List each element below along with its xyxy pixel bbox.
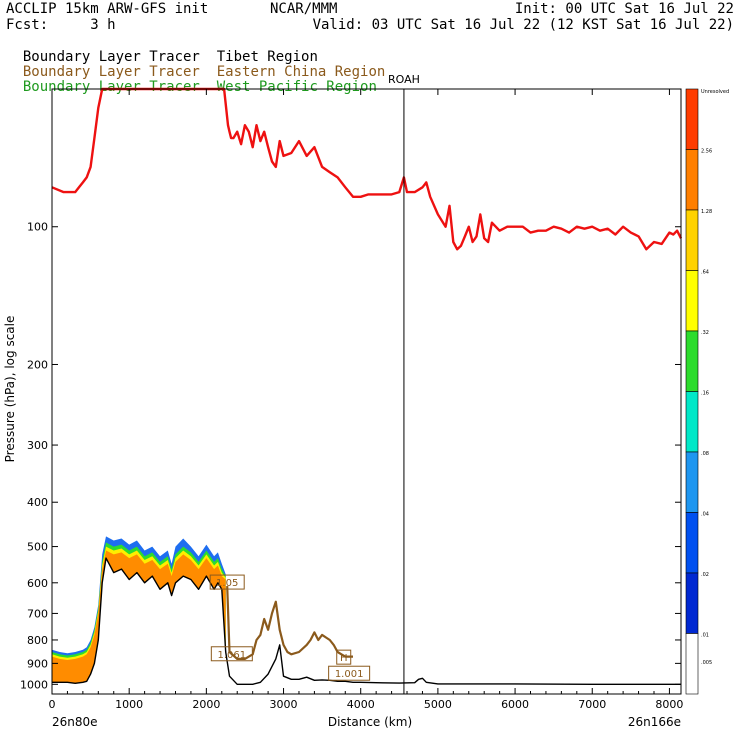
colorbar-label-9: .01	[701, 633, 709, 639]
header-line2-right: Valid: 03 UTC Sat 16 Jul 22 (12 KST Sat …	[312, 17, 734, 33]
legend-tibet-label: Boundary Layer Tracer	[22, 49, 200, 65]
legend-tibet-region: Tibet Region	[216, 49, 318, 65]
annotation-0: 1.05	[216, 578, 238, 589]
header-line1-center: NCAR/MMM	[270, 1, 338, 17]
x-tick-label: 8000	[655, 698, 683, 711]
annotation-3: 1.001	[335, 669, 364, 680]
colorbar-label-3: .64	[701, 270, 709, 276]
colorbar-swatch-7	[685, 512, 699, 574]
plot-frame	[51, 88, 682, 695]
colorbar-swatch-9	[685, 633, 699, 695]
y-tick-label: 200	[27, 358, 48, 371]
x-tick-label: 1000	[115, 698, 143, 711]
y-tick-label: 500	[27, 541, 48, 554]
annotation-box-3	[328, 665, 371, 681]
y-tick-label: 400	[27, 496, 48, 509]
header-line1-right: Init: 00 UTC Sat 16 Jul 22	[514, 1, 734, 17]
series-line-2	[226, 586, 353, 660]
colorbar: Unresolved 2.56 1.28 .64 .32 .16 .08 .04 .02 .01.…	[685, 88, 729, 695]
x-tick-label: 7000	[578, 698, 606, 711]
colorbar-swatch-1	[685, 149, 699, 211]
y-axis-label: Pressure (hPa), log scale	[3, 316, 17, 463]
colorbar-swatch-6	[685, 451, 699, 513]
colorbar-label-8: .02	[701, 572, 709, 578]
header-line2-left: Fcst: 3 h	[6, 17, 116, 33]
x-end-label: 26n166e	[628, 715, 681, 729]
y-tick-label: 600	[27, 577, 48, 590]
colorbar-swatch-0	[685, 88, 699, 150]
annotation-2: H	[340, 653, 348, 664]
colorbar-label-5: .16	[701, 391, 709, 397]
colorbar-swatch-5	[685, 391, 699, 453]
colorbar-label-10: .005	[701, 660, 712, 666]
annotation-box-0	[209, 574, 245, 590]
x-axis-label: Distance (km)	[328, 715, 412, 729]
series-line-0	[51, 87, 683, 251]
x-tick-label: 4000	[347, 698, 375, 711]
colorbar-label-7: .04	[701, 512, 709, 518]
annotations: 1.05 1.061 H 1.001	[209, 574, 371, 681]
legend-west-pacific-region: West Pacific Region	[216, 79, 377, 95]
annotation-box-2	[336, 649, 352, 665]
series-lines	[51, 87, 683, 685]
colorbar-swatch-4	[685, 330, 699, 392]
tracer-layer-1	[52, 550, 226, 684]
colorbar-label-2: 1.28	[701, 209, 712, 215]
legend-west-pacific: Boundary Layer Tracer West Pacific Regio…	[6, 65, 377, 95]
y-tick-label: 900	[27, 657, 48, 670]
x-tick-label: 2000	[192, 698, 220, 711]
y-tick-label: 300	[27, 439, 48, 452]
y-tick-label: 700	[27, 607, 48, 620]
legend-eastern-china-region: Eastern China Region	[216, 64, 386, 80]
colorbar-swatch-3	[685, 270, 699, 332]
marker-label: ROAH	[388, 73, 420, 86]
y-tick-label: 1000	[20, 678, 48, 691]
legend-eastern-china: Boundary Layer Tracer Eastern China Regi…	[6, 50, 385, 80]
legend-west-pacific-label: Boundary Layer Tracer	[22, 79, 200, 95]
y-tick-label: 800	[27, 634, 48, 647]
tracer-fill-layers	[52, 536, 226, 684]
legend-tibet: Boundary Layer Tracer Tibet Region	[6, 35, 318, 65]
colorbar-label-4: .32	[701, 330, 709, 336]
y-tick-label: 100	[27, 221, 48, 234]
legend-eastern-china-label: Boundary Layer Tracer	[22, 64, 200, 80]
colorbar-label-6: .08	[701, 451, 709, 457]
colorbar-swatch-2	[685, 209, 699, 271]
header-line1-left: ACCLIP 15km ARW-GFS init	[6, 1, 209, 17]
x-tick-label: 0	[49, 698, 56, 711]
colorbar-label-0: Unresolved	[701, 89, 729, 95]
annotation-box-1	[210, 646, 253, 662]
x-tick-label: 5000	[424, 698, 452, 711]
colorbar-swatch-8	[685, 572, 699, 634]
annotation-1: 1.061	[218, 650, 247, 661]
series-line-1	[52, 557, 681, 685]
colorbar-label-1: 2.56	[701, 149, 712, 155]
x-tick-label: 3000	[270, 698, 298, 711]
x-tick-label: 6000	[501, 698, 529, 711]
x-start-label: 26n80e	[52, 715, 98, 729]
axes: 0 1000 2000 3000 4000 5000 6000 7000 80001002003…	[20, 73, 683, 711]
